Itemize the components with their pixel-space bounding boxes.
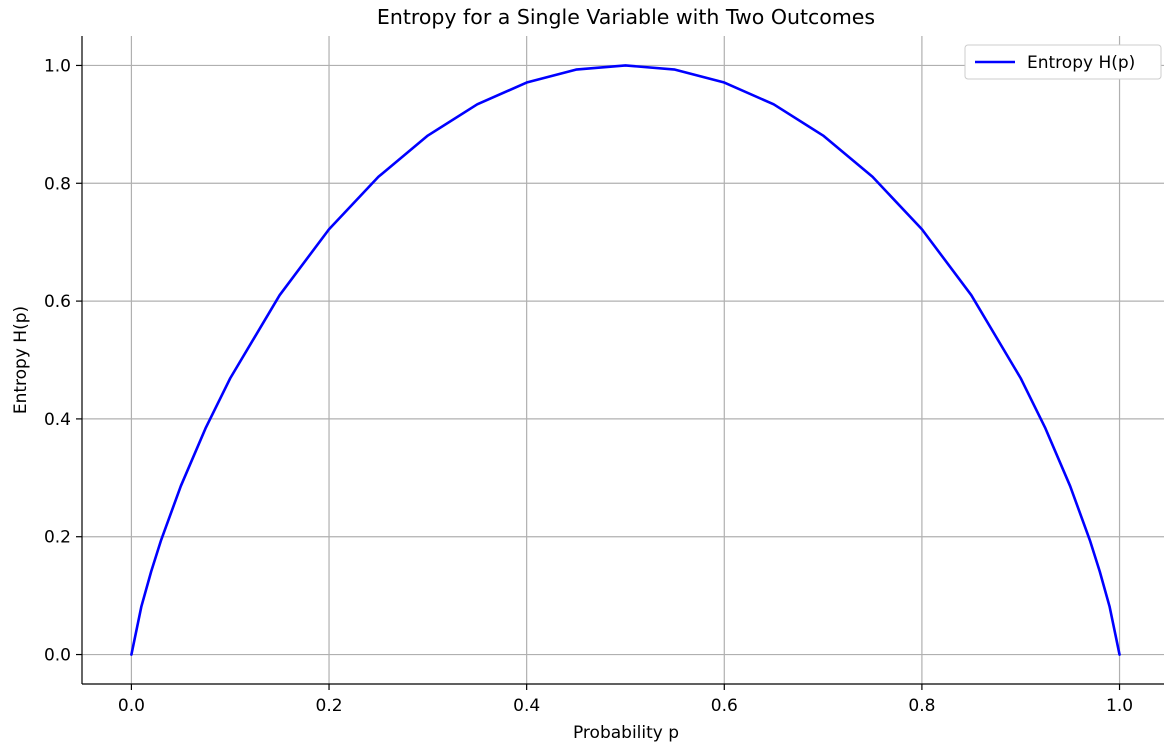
y-tick-label: 0.0 [44, 646, 71, 666]
legend: Entropy H(p) [964, 44, 1162, 80]
x-tick-label: 0.0 [118, 696, 145, 716]
entropy-series-line [130, 64, 1121, 656]
y-tick-label: 1.0 [44, 56, 71, 76]
x-tick-label: 0.4 [513, 696, 540, 716]
x-tick-label: 1.0 [1106, 696, 1133, 716]
chart-title: Entropy for a Single Variable with Two O… [377, 5, 875, 29]
legend-label: Entropy H(p) [1027, 53, 1135, 73]
legend-box [964, 44, 1162, 80]
y-tick-label: 0.2 [44, 528, 71, 548]
grid [82, 36, 1164, 684]
x-tick-label: 0.6 [711, 696, 738, 716]
ticks: 0.0 0.2 0.4 0.6 0.8 1.0 0.0 0.2 0.4 0.6 0.8 1.0 [44, 56, 1133, 716]
series-layer [130, 64, 1121, 656]
y-tick-label: 0.4 [44, 410, 71, 430]
x-axis-label: Probability p [573, 723, 679, 743]
y-tick-label: 0.6 [44, 292, 71, 312]
x-tick-label: 0.8 [908, 696, 935, 716]
axes [81, 36, 1164, 685]
y-tick-label: 0.8 [44, 174, 71, 194]
y-axis-label: Entropy H(p) [11, 306, 31, 414]
x-tick-label: 0.2 [316, 696, 343, 716]
